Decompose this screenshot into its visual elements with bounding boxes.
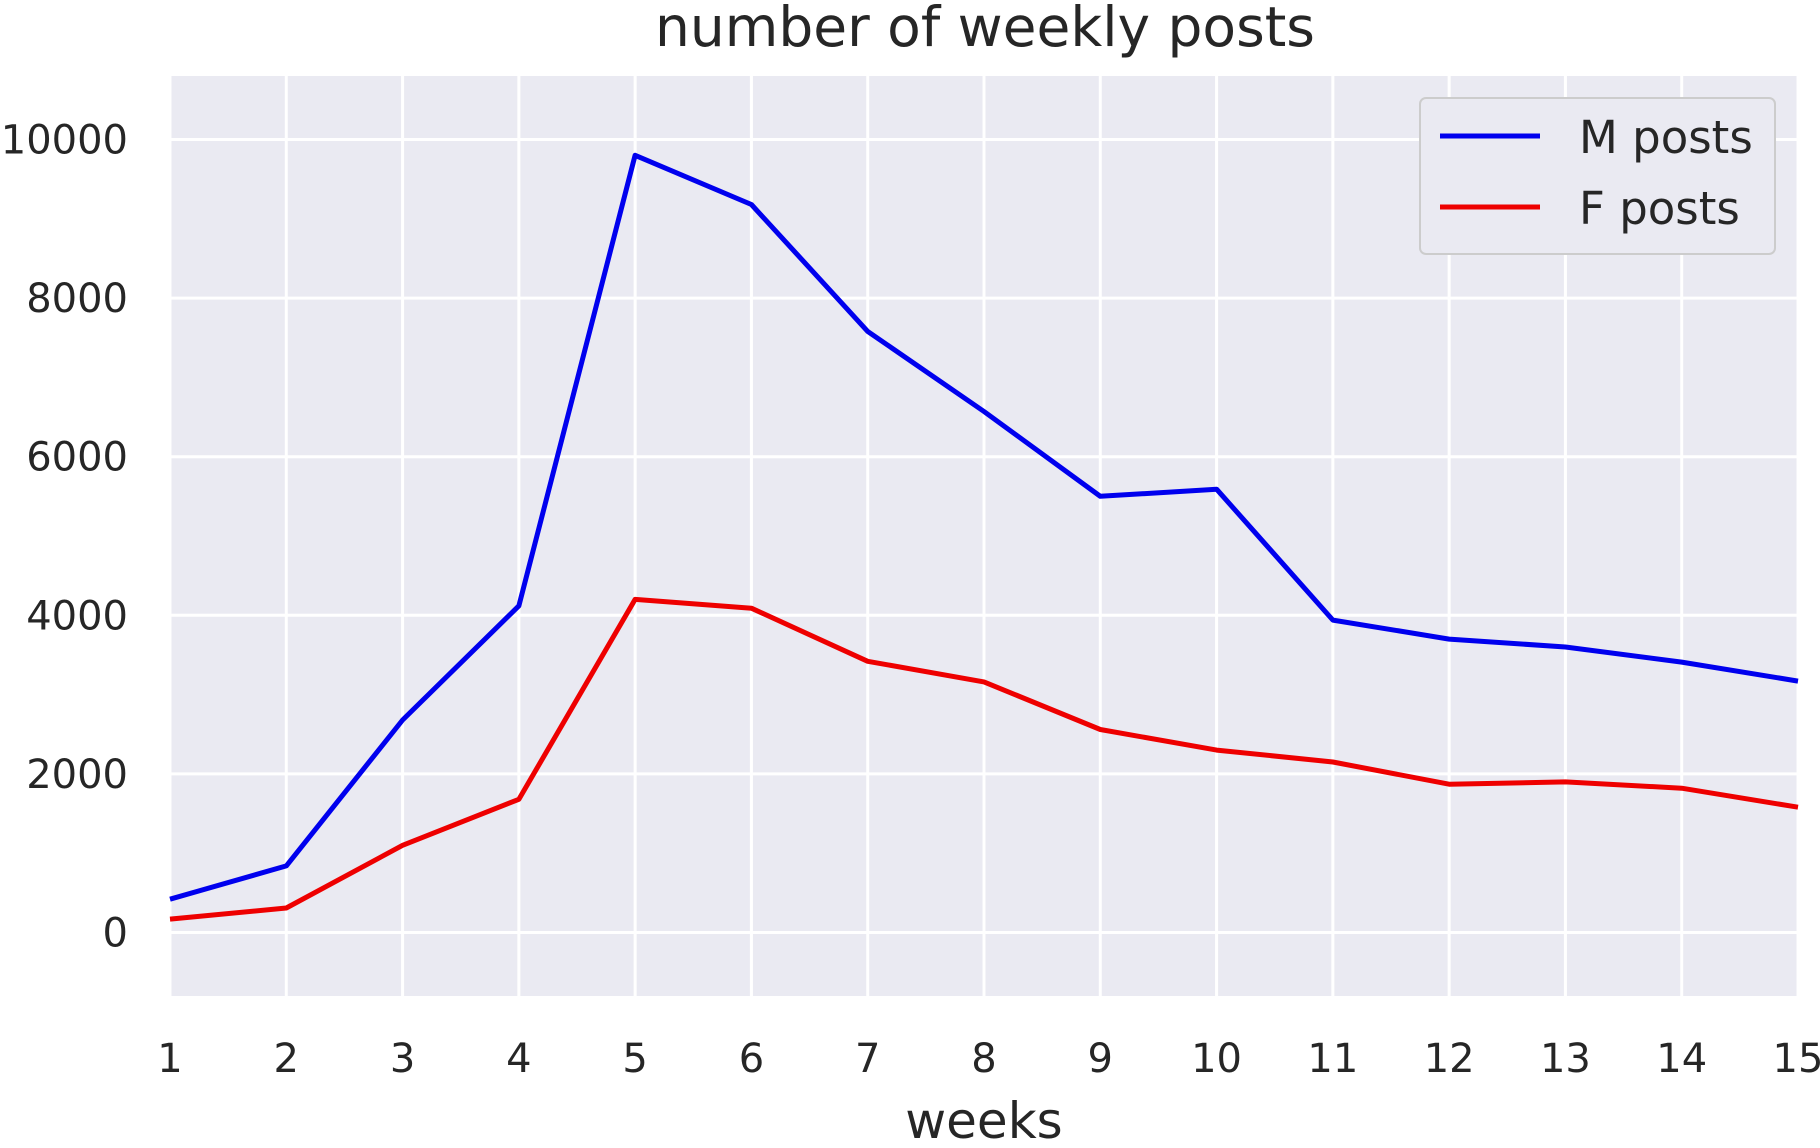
x-axis-label: weeks — [905, 1092, 1062, 1148]
x-tick-label-7: 7 — [855, 1036, 880, 1082]
x-tick-label-4: 4 — [506, 1036, 531, 1082]
series-line-m-posts — [169, 152, 1799, 902]
legend-label-f-posts: F posts — [1579, 182, 1740, 235]
x-tick-label-13: 13 — [1540, 1036, 1591, 1082]
x-tick-label-11: 11 — [1307, 1036, 1358, 1082]
x-tick-label-6: 6 — [739, 1036, 764, 1082]
x-tick-label-8: 8 — [971, 1036, 996, 1082]
x-tick-label-1: 1 — [157, 1036, 182, 1082]
y-tick-label-8000: 8000 — [26, 276, 128, 322]
grid-y — [170, 137, 1798, 935]
grid-x — [168, 76, 1800, 996]
y-tick-label-6000: 6000 — [26, 435, 128, 481]
y-tick-label-2000: 2000 — [26, 752, 128, 798]
x-tick-label-12: 12 — [1424, 1036, 1475, 1082]
legend-label-m-posts: M posts — [1579, 111, 1753, 164]
series-line-f-posts — [169, 596, 1799, 922]
x-tick-label-2: 2 — [274, 1036, 299, 1082]
y-tick-label-0: 0 — [103, 911, 128, 957]
y-tick-label-10000: 10000 — [1, 117, 128, 163]
x-tick-label-5: 5 — [622, 1036, 647, 1082]
y-tick-label-4000: 4000 — [26, 593, 128, 639]
chart-title: number of weekly posts — [655, 0, 1315, 59]
x-tick-label-9: 9 — [1088, 1036, 1113, 1082]
x-tick-label-15: 15 — [1773, 1036, 1820, 1082]
y-tick-labels: 0 2000 4000 6000 8000 10000 — [1, 117, 128, 956]
legend: M posts F posts — [1419, 97, 1776, 255]
x-tick-label-10: 10 — [1191, 1036, 1242, 1082]
series-lines — [169, 152, 1799, 922]
x-tick-labels: 1 2 3 4 5 6 7 8 9 10 11 12 13 14 15 — [157, 1036, 1820, 1082]
x-tick-label-14: 14 — [1656, 1036, 1707, 1082]
x-tick-label-3: 3 — [390, 1036, 415, 1082]
